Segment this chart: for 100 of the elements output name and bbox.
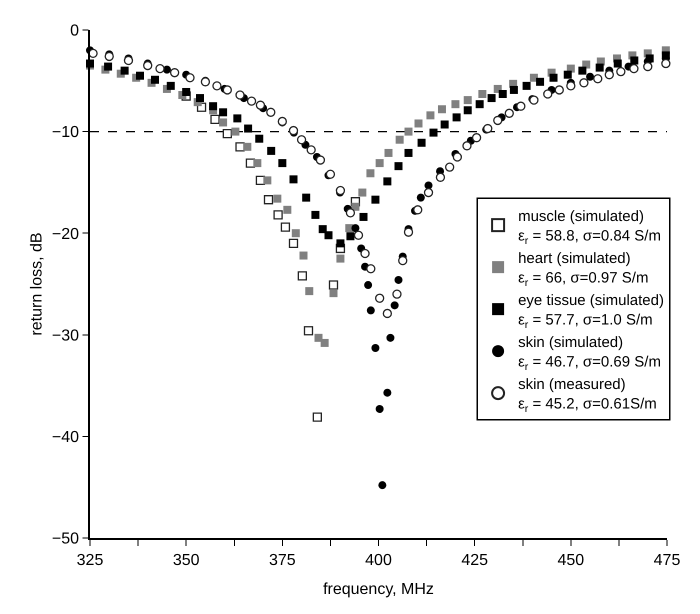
point bbox=[643, 62, 652, 72]
point bbox=[596, 64, 604, 72]
point bbox=[235, 90, 245, 100]
point bbox=[452, 152, 462, 162]
point bbox=[222, 128, 232, 138]
point bbox=[394, 162, 402, 170]
point bbox=[593, 74, 602, 84]
point bbox=[404, 128, 412, 136]
point bbox=[451, 100, 460, 108]
point bbox=[579, 78, 589, 88]
point bbox=[314, 334, 322, 342]
point bbox=[196, 94, 204, 102]
point bbox=[478, 90, 486, 98]
point bbox=[263, 176, 272, 184]
y-tick-label: −10 bbox=[52, 124, 80, 142]
point bbox=[243, 142, 252, 151]
point bbox=[614, 60, 622, 68]
point bbox=[661, 58, 670, 68]
point bbox=[104, 62, 112, 71]
point bbox=[384, 148, 392, 157]
point bbox=[452, 113, 461, 122]
point bbox=[472, 133, 482, 142]
point bbox=[438, 105, 446, 114]
point bbox=[586, 72, 594, 81]
point bbox=[151, 76, 160, 84]
point bbox=[264, 195, 274, 204]
x-tick-label: 325 bbox=[76, 552, 104, 569]
point bbox=[219, 108, 228, 116]
point bbox=[143, 60, 152, 70]
point bbox=[346, 208, 356, 218]
point bbox=[182, 88, 190, 96]
point bbox=[386, 334, 394, 342]
point bbox=[398, 256, 408, 266]
y-tick-label: −30 bbox=[52, 327, 80, 344]
x-tick-label: 425 bbox=[461, 552, 488, 569]
y-tick-label: −20 bbox=[52, 226, 80, 243]
point bbox=[155, 64, 165, 74]
point bbox=[306, 145, 316, 155]
point bbox=[550, 74, 558, 82]
point bbox=[440, 120, 449, 128]
x-axis-title: frequency, MHz bbox=[323, 581, 434, 598]
point bbox=[418, 138, 426, 147]
point bbox=[366, 264, 376, 274]
x-tick-label: 350 bbox=[172, 552, 200, 569]
point bbox=[312, 412, 322, 422]
y-tick-label: 0 bbox=[70, 22, 80, 40]
point bbox=[414, 119, 423, 128]
point bbox=[564, 70, 572, 79]
point bbox=[304, 326, 314, 336]
point bbox=[354, 230, 364, 240]
point bbox=[493, 116, 502, 126]
point bbox=[426, 111, 434, 120]
point bbox=[404, 228, 414, 237]
point bbox=[311, 210, 320, 219]
y-axis-title: return loss, dB bbox=[28, 232, 46, 336]
point bbox=[346, 232, 354, 240]
point bbox=[529, 95, 539, 105]
point bbox=[371, 344, 380, 352]
point bbox=[296, 135, 306, 144]
point bbox=[292, 229, 300, 238]
point bbox=[498, 90, 507, 98]
point bbox=[212, 81, 222, 91]
point bbox=[536, 78, 544, 86]
point bbox=[554, 85, 564, 95]
point bbox=[383, 388, 392, 397]
point bbox=[375, 294, 384, 303]
point bbox=[394, 276, 402, 284]
point bbox=[371, 196, 380, 204]
point bbox=[210, 114, 220, 124]
point bbox=[616, 67, 626, 76]
point bbox=[124, 56, 134, 66]
x-tick-label: 450 bbox=[557, 552, 584, 569]
x-tick-label: 400 bbox=[365, 552, 392, 569]
point bbox=[351, 202, 360, 211]
point bbox=[288, 126, 298, 136]
point bbox=[288, 238, 298, 248]
point bbox=[329, 289, 338, 298]
point bbox=[383, 177, 392, 186]
point bbox=[253, 159, 262, 168]
point bbox=[298, 271, 307, 281]
point bbox=[305, 287, 314, 296]
point bbox=[273, 210, 283, 220]
point bbox=[543, 89, 552, 99]
point bbox=[255, 134, 264, 143]
point bbox=[378, 481, 386, 490]
point bbox=[396, 136, 404, 144]
point bbox=[120, 66, 129, 75]
point bbox=[299, 252, 308, 260]
point bbox=[336, 239, 344, 248]
point bbox=[336, 254, 344, 263]
point bbox=[302, 194, 310, 202]
point bbox=[630, 56, 638, 64]
point bbox=[351, 224, 360, 232]
point bbox=[324, 231, 332, 240]
point bbox=[504, 108, 514, 118]
point bbox=[522, 82, 531, 90]
point bbox=[222, 85, 232, 95]
point bbox=[445, 162, 454, 172]
point bbox=[328, 280, 338, 290]
point bbox=[430, 128, 438, 137]
